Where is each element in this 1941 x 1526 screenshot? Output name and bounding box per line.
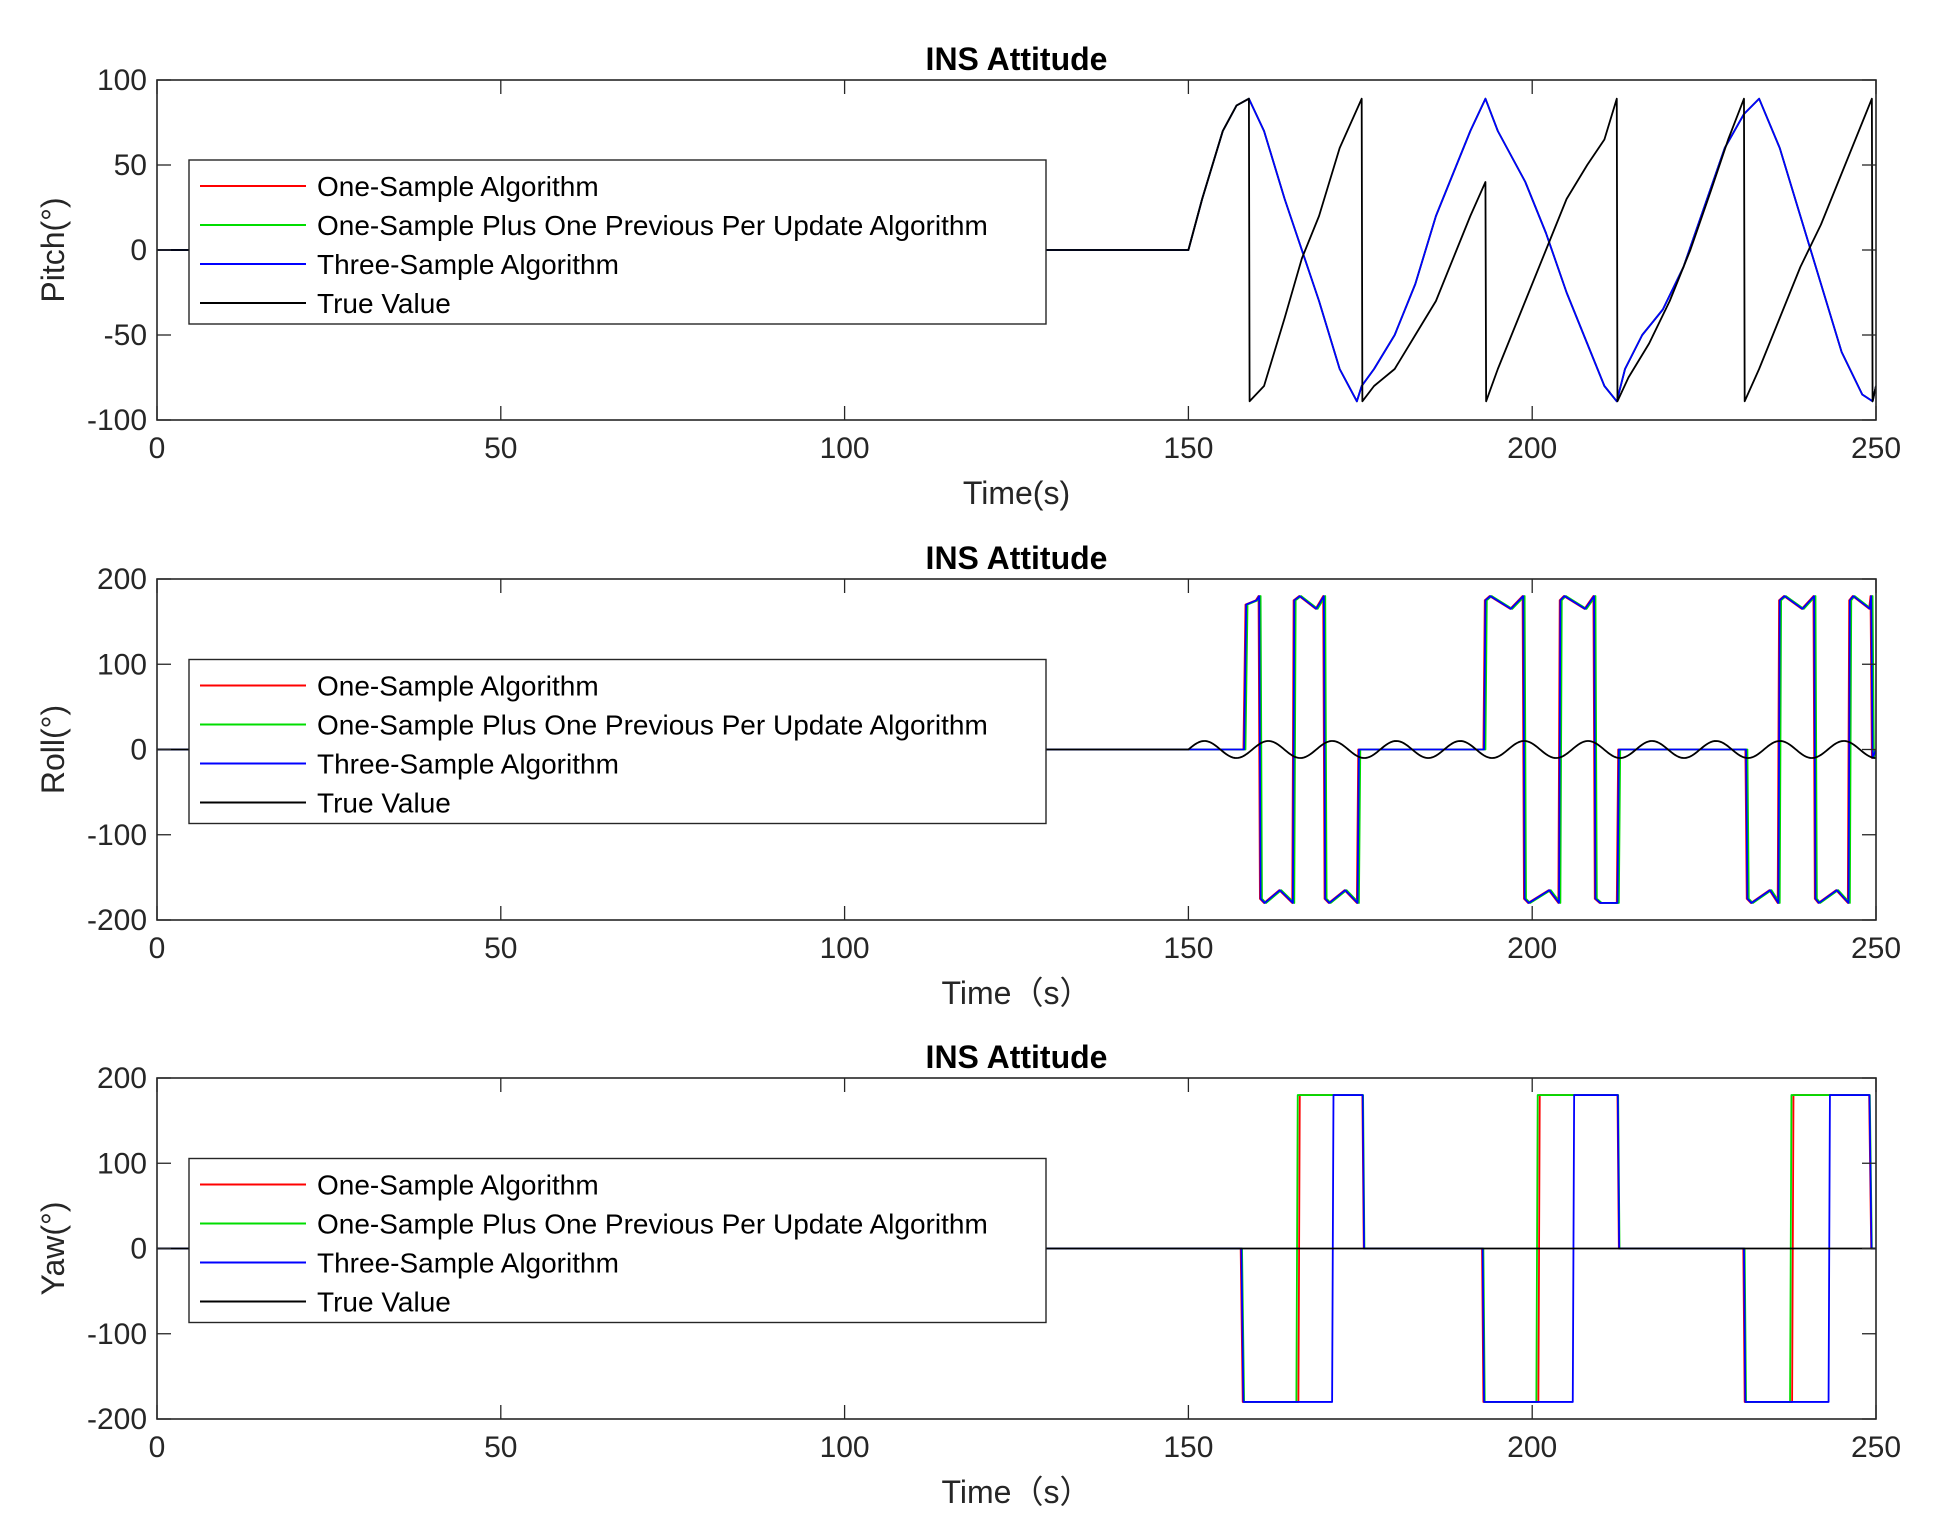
legend: One-Sample Algorithm One-Sample Plus One … [188, 159, 1047, 325]
x-tick-label: 200 [1507, 932, 1557, 965]
y-axis-label: Pitch(°) [35, 197, 71, 302]
y-tick-label: 100 [97, 1147, 147, 1180]
chart-panel-1: 0 50 100 150 200 250 -100 -50 0 50 100 INS Attitude… [35, 41, 1901, 511]
y-axis-label: Yaw(°) [35, 1202, 71, 1296]
legend-box [188, 658, 1047, 825]
y-tick-label: 0 [130, 234, 147, 267]
legend-label-one-sample-algorithm: One-Sample Algorithm [317, 171, 599, 202]
chart-title: INS Attitude [926, 1039, 1108, 1075]
x-tick-label: 200 [1507, 432, 1557, 465]
legend-label-true-value: True Value [317, 288, 451, 319]
y-tick-label: 100 [97, 648, 147, 681]
legend-label-one-sample-plus-one-previous-per-update-algorithm: One-Sample Plus One Previous Per Update … [317, 210, 988, 241]
y-tick-label: -50 [104, 319, 147, 352]
x-tick-label: 150 [1163, 1431, 1213, 1464]
y-tick-label: 100 [97, 64, 147, 97]
series-line-true-value [157, 97, 1876, 403]
x-tick-label: 0 [149, 1431, 166, 1464]
legend-label-three-sample-algorithm: Three-Sample Algorithm [317, 249, 619, 280]
series-line-one-sample-plus-one-previous-per-update-algorithm [157, 595, 1876, 904]
x-tick-label: 250 [1851, 432, 1901, 465]
x-tick-label: 50 [484, 432, 517, 465]
legend-box [188, 159, 1047, 325]
legend-label-one-sample-algorithm: One-Sample Algorithm [317, 671, 599, 702]
y-tick-label: -200 [87, 904, 147, 937]
y-tick-label: -100 [87, 404, 147, 437]
x-tick-label: 150 [1163, 932, 1213, 965]
series-group [157, 595, 1876, 904]
legend: One-Sample Algorithm One-Sample Plus One … [188, 658, 1047, 825]
chart-title: INS Attitude [926, 540, 1108, 576]
chart-title: INS Attitude [926, 41, 1108, 77]
y-tick-label: 0 [130, 734, 147, 767]
legend-box [188, 1157, 1047, 1324]
y-axis-label: Roll(°) [35, 705, 71, 794]
y-tick-label: 200 [97, 1062, 147, 1095]
x-axis-label: Time（s） [942, 1474, 1092, 1510]
x-tick-label: 150 [1163, 432, 1213, 465]
legend: One-Sample Algorithm One-Sample Plus One … [188, 1157, 1047, 1324]
legend-label-three-sample-algorithm: Three-Sample Algorithm [317, 1248, 619, 1279]
series-line-three-sample-algorithm [157, 97, 1876, 403]
legend-label-one-sample-algorithm: One-Sample Algorithm [317, 1170, 599, 1201]
x-tick-label: 50 [484, 932, 517, 965]
x-tick-label: 100 [820, 932, 870, 965]
y-tick-label: 50 [114, 149, 147, 182]
x-tick-label: 100 [820, 432, 870, 465]
y-tick-label: 0 [130, 1233, 147, 1266]
x-tick-label: 100 [820, 1431, 870, 1464]
legend-label-true-value: True Value [317, 1287, 451, 1318]
x-tick-label: 0 [149, 432, 166, 465]
y-tick-label: -200 [87, 1403, 147, 1436]
x-tick-label: 250 [1851, 1431, 1901, 1464]
legend-label-true-value: True Value [317, 788, 451, 819]
legend-label-one-sample-plus-one-previous-per-update-algorithm: One-Sample Plus One Previous Per Update … [317, 1209, 988, 1240]
series-line-true-value [157, 740, 1876, 759]
legend-label-one-sample-plus-one-previous-per-update-algorithm: One-Sample Plus One Previous Per Update … [317, 710, 988, 741]
x-tick-label: 0 [149, 932, 166, 965]
x-tick-label: 250 [1851, 932, 1901, 965]
x-tick-label: 50 [484, 1431, 517, 1464]
series-line-three-sample-algorithm [157, 595, 1876, 904]
chart-panel-2: 0 50 100 150 200 250 -200 -100 0 100 200 INS Attitu… [35, 540, 1901, 1011]
legend-label-three-sample-algorithm: Three-Sample Algorithm [317, 749, 619, 780]
x-axis-label: Time（s） [942, 975, 1092, 1011]
series-group [157, 97, 1876, 403]
x-axis-label: Time(s) [963, 475, 1070, 511]
chart-panel-3: 0 50 100 150 200 250 -200 -100 0 100 200 INS Attitu… [35, 1039, 1901, 1510]
y-tick-label: -100 [87, 819, 147, 852]
y-tick-label: -100 [87, 1318, 147, 1351]
x-tick-label: 200 [1507, 1431, 1557, 1464]
y-tick-label: 200 [97, 563, 147, 596]
